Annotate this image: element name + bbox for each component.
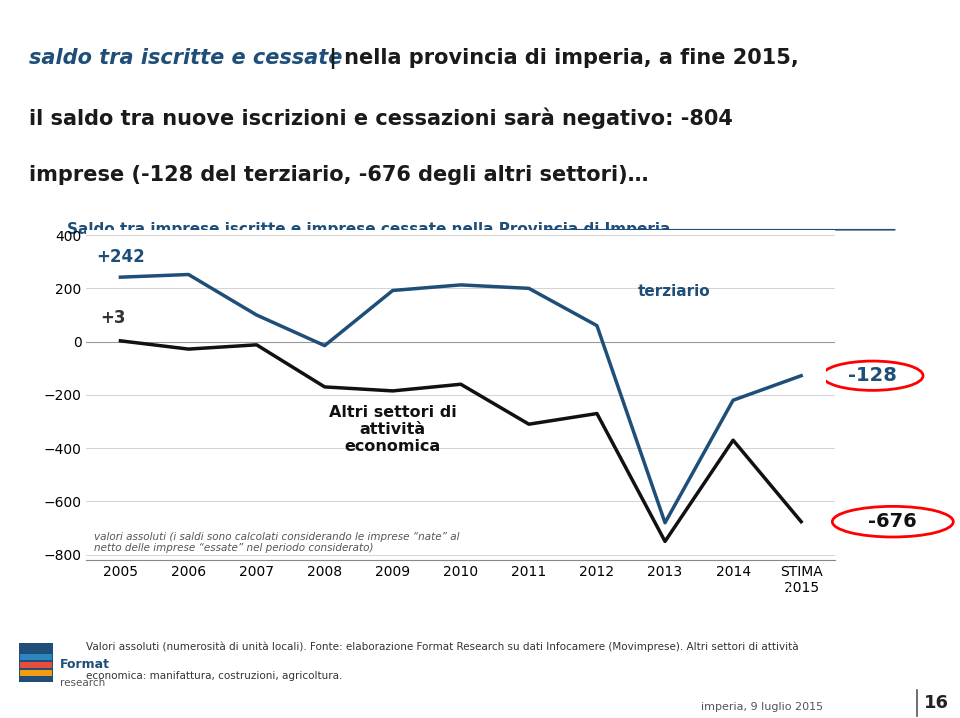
FancyBboxPatch shape	[20, 662, 52, 668]
Text: saldo tra iscritte e cessate: saldo tra iscritte e cessate	[29, 48, 342, 68]
Text: Saldo tra imprese iscritte e imprese cessate nella Provincia di Imperia: Saldo tra imprese iscritte e imprese ces…	[67, 222, 671, 237]
Text: valori assoluti (i saldi sono calcolati considerando le imprese “nate” al
netto : valori assoluti (i saldi sono calcolati …	[94, 532, 460, 554]
Text: economica: manifattura, costruzioni, agricoltura.: economica: manifattura, costruzioni, agr…	[86, 671, 343, 681]
FancyBboxPatch shape	[20, 653, 52, 660]
Text: -128: -128	[849, 366, 897, 386]
Text: Altri settori di
attività
economica: Altri settori di attività economica	[329, 405, 457, 454]
Text: research: research	[60, 678, 105, 688]
Text: imprese (-128 del terziario, -676 degli altri settori)…: imprese (-128 del terziario, -676 degli …	[29, 164, 648, 185]
Text: Imperia a fine 2015.: Imperia a fine 2015.	[413, 611, 547, 624]
FancyBboxPatch shape	[20, 670, 52, 676]
FancyBboxPatch shape	[19, 643, 53, 682]
Text: PROVINCIA DI IMPERIA: PROVINCIA DI IMPERIA	[804, 11, 946, 21]
Text: +3: +3	[100, 309, 126, 327]
Text: Format: Format	[60, 658, 109, 671]
Text: -676: -676	[869, 512, 917, 531]
Text: +242: +242	[96, 248, 145, 266]
Text: imperia, 9 luglio 2015: imperia, 9 luglio 2015	[701, 701, 823, 712]
Text: | nella provincia di imperia, a fine 2015,: | nella provincia di imperia, a fine 201…	[322, 48, 799, 69]
FancyBboxPatch shape	[20, 644, 52, 652]
Text: Valori assoluti (numerosità di unità locali). Fonte: elaborazione Format Researc: Valori assoluti (numerosità di unità loc…	[86, 642, 799, 652]
Text: il saldo tra nuove iscrizioni e cessazioni sarà negativo: -804: il saldo tra nuove iscrizioni e cessazio…	[29, 107, 732, 129]
Text: terziario: terziario	[637, 284, 710, 299]
Text: Previsione del saldo tra nuove imprese nate e imprese cessate nel territorio del: Previsione del saldo tra nuove imprese n…	[169, 584, 791, 597]
Text: 16: 16	[924, 694, 948, 712]
